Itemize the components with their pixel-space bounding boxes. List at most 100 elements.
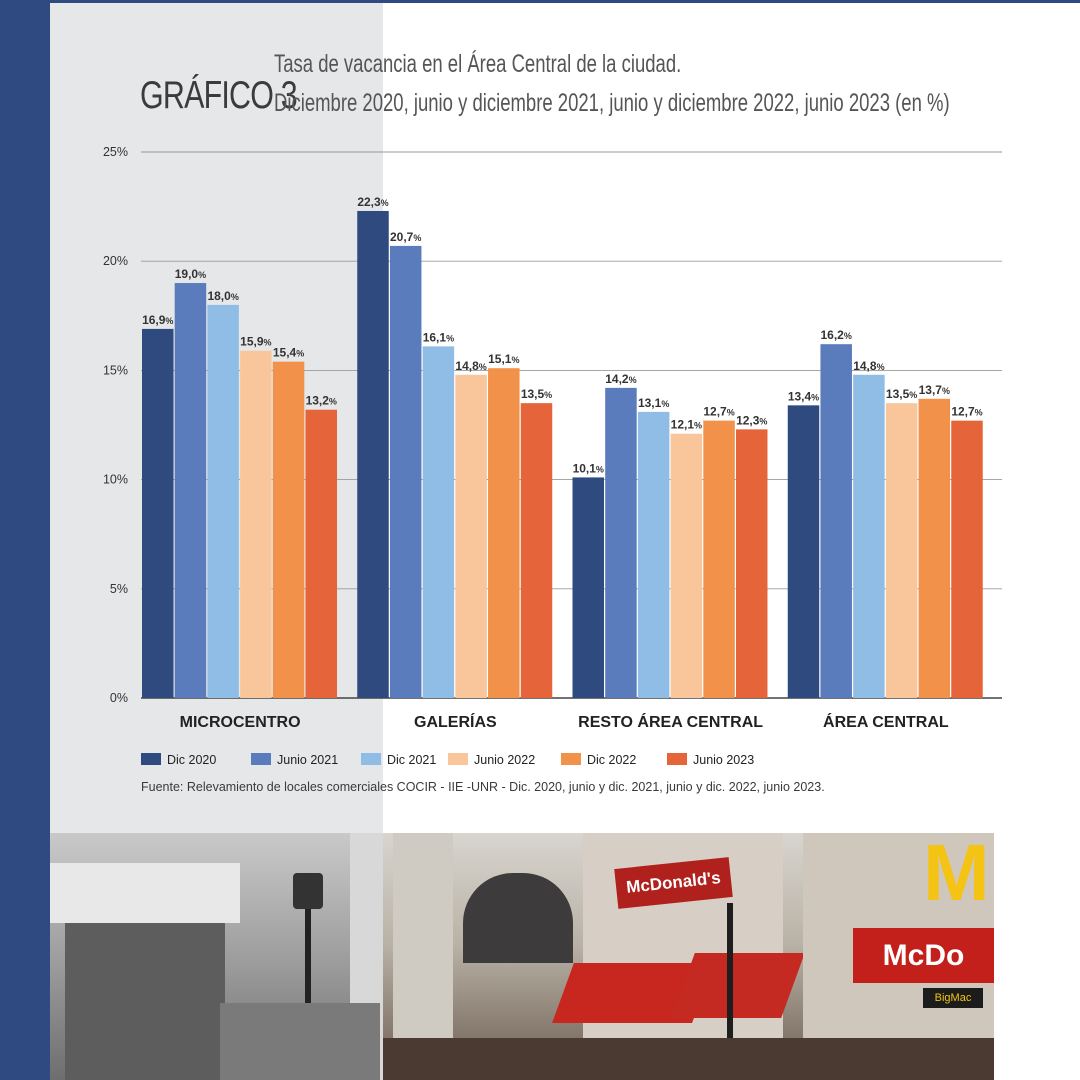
bar <box>207 304 239 698</box>
street-photo: McDonald's M McDo BigMac <box>50 833 994 1080</box>
legend-swatch <box>141 753 161 765</box>
bar <box>422 346 455 698</box>
top-rule <box>0 0 1080 3</box>
y-tick-label: 20% <box>103 254 128 268</box>
bar <box>488 368 520 698</box>
data-label-suffix: % <box>413 233 421 243</box>
data-label-suffix: % <box>479 362 487 372</box>
bar-chart: 0% 5% 10% 15% 20% 25% 16,9% 19,0%18,0% 15,9%15,4… <box>103 145 1002 767</box>
data-label: 13,5% <box>886 387 917 401</box>
chart-title: Tasa de vacancia en el Área Central de l… <box>274 50 682 78</box>
data-label: 19,0% <box>175 267 206 281</box>
data-label-suffix: % <box>596 464 604 474</box>
data-label: 12,1% <box>671 418 702 432</box>
bar <box>572 477 604 698</box>
data-label-suffix: % <box>511 355 519 365</box>
data-label: 16,9% <box>142 313 173 327</box>
data-label-suffix: % <box>942 386 950 396</box>
data-label: 22,3% <box>357 195 388 209</box>
legend-label: Junio 2023 <box>693 753 754 767</box>
data-label: 14,8% <box>455 359 486 373</box>
bar <box>670 433 703 698</box>
data-label: 12,3% <box>736 413 767 427</box>
data-label: 16,1% <box>423 330 454 344</box>
data-label: 13,5% <box>521 387 552 401</box>
bar <box>272 361 305 698</box>
legend-swatch <box>361 753 381 765</box>
y-tick-label: 0% <box>110 691 128 705</box>
data-label-suffix: % <box>694 421 702 431</box>
golden-arches-logo: M <box>923 833 990 917</box>
bar <box>853 374 885 698</box>
building-awning <box>50 863 240 923</box>
bar <box>520 403 553 698</box>
category-label: RESTO ÁREA CENTRAL <box>578 712 763 731</box>
bar <box>240 350 272 698</box>
street-lamp <box>293 873 323 909</box>
data-label-suffix: % <box>661 399 669 409</box>
data-label-suffix: % <box>446 333 454 343</box>
street-lamp-post-2 <box>727 903 733 1080</box>
legend-label: Junio 2022 <box>474 753 535 767</box>
data-label: 15,1% <box>488 352 519 366</box>
data-label-suffix: % <box>296 349 304 359</box>
data-label: 20,7% <box>390 230 421 244</box>
data-label-suffix: % <box>329 397 337 407</box>
data-label: 12,7% <box>951 405 982 419</box>
data-label-suffix: % <box>629 375 637 385</box>
legend-swatch <box>251 753 271 765</box>
data-label-suffix: % <box>198 270 206 280</box>
bar <box>820 344 852 698</box>
data-label-suffix: % <box>165 316 173 326</box>
street-lamp-post <box>305 903 311 1080</box>
data-label: 15,9% <box>240 335 271 349</box>
category-label: MICROCENTRO <box>180 714 301 731</box>
data-label: 10,1% <box>573 461 604 475</box>
y-tick-label: 5% <box>110 582 128 596</box>
data-label: 15,4% <box>273 346 304 360</box>
data-label-suffix: % <box>909 390 917 400</box>
bar <box>605 387 637 698</box>
data-label: 14,2% <box>605 372 636 386</box>
legend-label: Dic 2020 <box>167 753 216 767</box>
bar <box>703 420 735 698</box>
bar <box>174 283 207 698</box>
bar <box>455 374 487 698</box>
y-tick-label: 10% <box>103 473 128 487</box>
source-note: Fuente: Relevamiento de locales comercia… <box>141 780 825 794</box>
data-label-suffix: % <box>544 390 552 400</box>
bar <box>637 411 670 698</box>
legend-swatch <box>448 753 468 765</box>
data-label: 13,1% <box>638 396 669 410</box>
bar <box>357 210 389 698</box>
y-tick-label: 25% <box>103 145 128 159</box>
photo-bw-section <box>50 833 383 1080</box>
gallery-arch <box>463 873 573 963</box>
chart-number: GRÁFICO 3 <box>140 74 298 117</box>
data-label-suffix: % <box>877 362 885 372</box>
legend-label: Junio 2021 <box>277 753 338 767</box>
red-awning-2 <box>671 953 805 1018</box>
bar <box>305 409 337 698</box>
bar <box>951 420 983 698</box>
data-label-suffix: % <box>381 198 389 208</box>
legend-label: Dic 2022 <box>587 753 636 767</box>
data-label: 13,4% <box>788 389 819 403</box>
trees <box>220 1003 380 1080</box>
data-label-suffix: % <box>975 408 983 418</box>
data-label-suffix: % <box>231 292 239 302</box>
legend-swatch <box>561 753 581 765</box>
data-label-suffix: % <box>264 338 272 348</box>
bar <box>142 328 174 698</box>
bigmac-sign: BigMac <box>923 988 983 1008</box>
data-label: 13,2% <box>306 394 337 408</box>
crowd <box>383 1038 994 1080</box>
data-label: 18,0% <box>207 289 238 303</box>
mcdo-sign: McDo <box>853 928 994 983</box>
left-color-band <box>0 0 50 1080</box>
bar <box>918 398 951 698</box>
data-label-suffix: % <box>759 416 767 426</box>
legend-label: Dic 2021 <box>387 753 436 767</box>
y-tick-label: 15% <box>103 363 128 377</box>
bar <box>787 405 820 698</box>
